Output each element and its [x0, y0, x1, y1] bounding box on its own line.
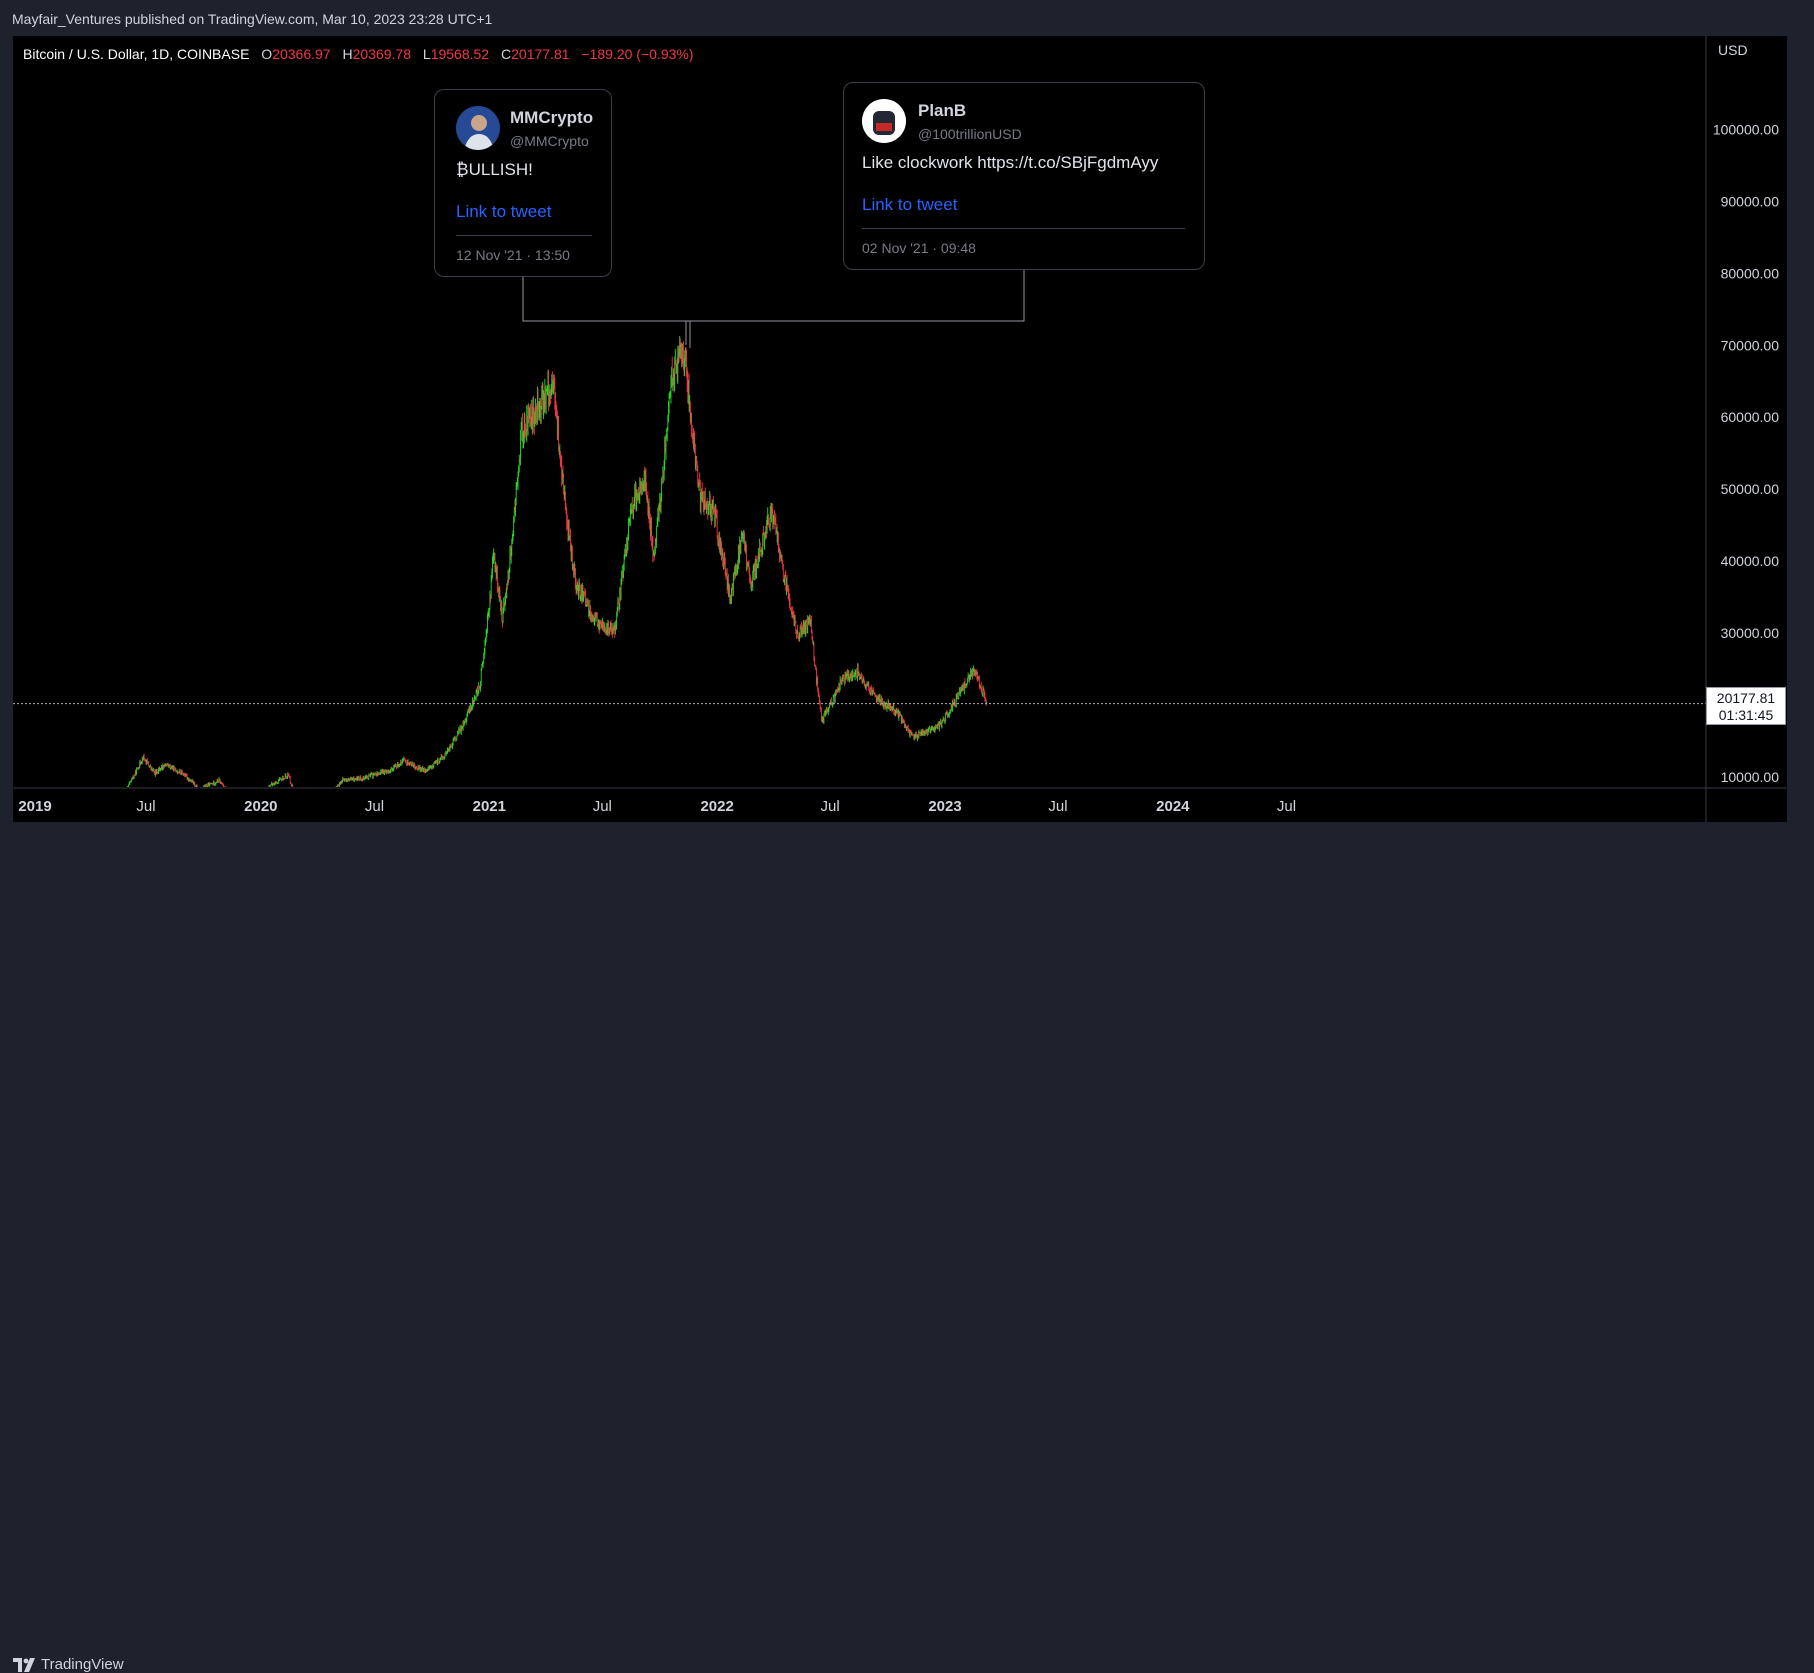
link-to-tweet[interactable]: Link to tweet — [456, 202, 552, 221]
price-tick-label: 90000.00 — [1721, 193, 1780, 209]
tweet-connector — [522, 270, 1025, 322]
symbol-name[interactable]: Bitcoin / U.S. Dollar, 1D, COINBASE — [23, 46, 250, 62]
time-tick-label: Jul — [821, 798, 840, 815]
avatar-planb-image — [862, 99, 906, 143]
open-label: O — [261, 46, 273, 62]
close-label: C — [501, 46, 512, 62]
tweet-author-name: MMCrypto — [510, 108, 594, 127]
tweet-divider — [456, 235, 592, 236]
time-tick-label: Jul — [1048, 798, 1067, 815]
price-tick-label: 70000.00 — [1721, 337, 1780, 353]
tweet-text: Like clockwork https://t.co/SBjFgdmAyy — [862, 153, 1159, 172]
tweet-date: 12 Nov '21 · 13:50 — [456, 247, 570, 263]
time-tick-label: Jul — [1277, 798, 1296, 815]
change-value: −189.20 (−0.93%) — [581, 46, 694, 62]
tweet-card-planb[interactable]: PlanB @100trillionUSD Like clockwork htt… — [843, 82, 1205, 270]
price-tick-label: 50000.00 — [1721, 481, 1780, 497]
symbol-legend: Bitcoin / U.S. Dollar, 1D, COINBASE O203… — [23, 46, 694, 62]
price-tick-label: 80000.00 — [1721, 265, 1780, 281]
time-tick-label: Jul — [365, 798, 384, 815]
tradingview-brand[interactable]: TradingView — [13, 1656, 124, 1673]
time-tick-label: 2024 — [1156, 798, 1190, 815]
link-to-tweet[interactable]: Link to tweet — [862, 195, 958, 214]
brand-name: TradingView — [41, 1656, 124, 1673]
price-axis[interactable] — [1706, 36, 1787, 788]
time-tick-label: Jul — [593, 798, 612, 815]
tweet-author-handle: @MMCrypto — [510, 133, 589, 149]
close-value: 20177.81 — [511, 46, 570, 62]
time-tick-label: 2022 — [700, 798, 733, 815]
price-axis-ticks: 10000.0020000.0030000.0040000.0050000.00… — [1713, 122, 1779, 785]
published-caption: Mayfair_Ventures published on TradingVie… — [12, 11, 493, 27]
bottom-bar: TradingView — [0, 822, 1814, 1673]
last-price-value: 20177.81 — [1716, 690, 1776, 706]
top-bar: Mayfair_Ventures published on TradingVie… — [0, 0, 1814, 36]
tweet-date: 02 Nov '21 · 09:48 — [862, 240, 976, 256]
high-label: H — [342, 46, 353, 62]
price-tick-label: 100000.00 — [1713, 122, 1779, 138]
open-value: 20366.97 — [272, 46, 331, 62]
tradingview-logo-icon — [13, 1657, 35, 1672]
avatar-planb — [862, 99, 906, 143]
low-value: 19568.52 — [430, 46, 490, 62]
time-tick-label: 2019 — [18, 798, 51, 815]
high-value: 20369.78 — [352, 46, 412, 62]
tweet-author-handle: @100trillionUSD — [918, 126, 1022, 142]
time-tick-label: 2020 — [244, 798, 277, 815]
time-tick-label: Jul — [136, 798, 155, 815]
last-price-badge: 20177.81 01:31:45 — [1706, 687, 1786, 725]
tweet-divider — [862, 228, 1185, 229]
avatar-mmcrypto-image — [456, 106, 500, 150]
tweet-card-mmcrypto[interactable]: MMCrypto @MMCrypto ₿ULLISH! Link to twee… — [434, 89, 612, 277]
avatar-mmcrypto — [456, 106, 500, 150]
candles — [126, 335, 988, 787]
price-tick-label: 10000.00 — [1721, 769, 1780, 785]
time-tick-label: 2023 — [928, 798, 961, 815]
time-tick-label: 2021 — [473, 798, 506, 815]
time-axis-ticks: 2019 Jul 2020 Jul 2021 Jul 2022 Jul 2023 Jul 2024 J… — [18, 798, 1296, 815]
tweet-text: ₿ULLISH! — [456, 160, 533, 179]
price-chart[interactable]: USD 10000.0020000.0030000.0040000.005000… — [0, 0, 1814, 822]
price-tick-label: 40000.00 — [1721, 553, 1780, 569]
price-axis-unit: USD — [1718, 42, 1748, 58]
bar-countdown: 01:31:45 — [1718, 707, 1774, 723]
price-tick-label: 60000.00 — [1721, 409, 1780, 425]
low-label: L — [422, 46, 431, 62]
price-tick-label: 30000.00 — [1721, 625, 1780, 641]
tweet-author-name: PlanB — [918, 101, 967, 120]
